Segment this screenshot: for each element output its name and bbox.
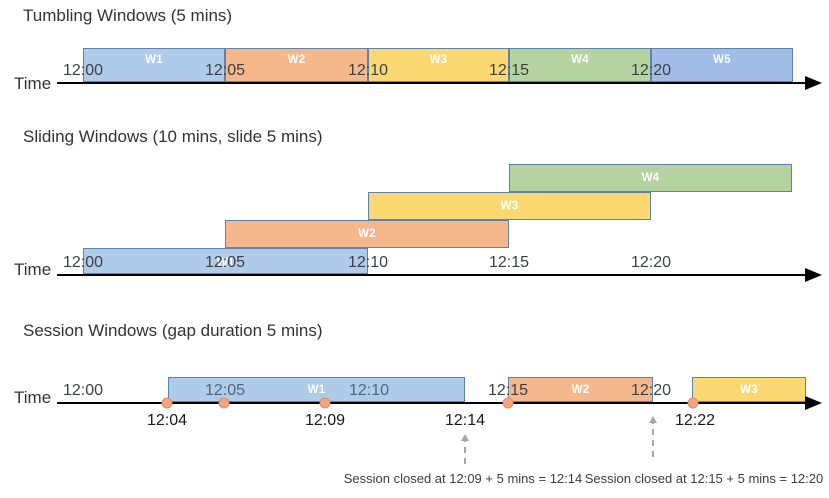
- window-w1-tumbling: W1: [83, 48, 225, 82]
- axis-tick-label: 12:20: [630, 254, 672, 271]
- axis-tick-label: 12:10: [347, 62, 389, 79]
- axis-tick-label: 12:10: [348, 382, 390, 399]
- axis-tick-label: 12:05: [204, 62, 246, 79]
- axis-tick-label: 12:15: [487, 382, 529, 399]
- window-w3-sliding: W3: [368, 192, 651, 220]
- event-dot: [218, 397, 230, 409]
- axis-tick-label: 12:00: [62, 62, 104, 79]
- window-label: W2: [287, 54, 306, 66]
- window-w3-tumbling: W3: [368, 48, 509, 82]
- section-title-tumbling: Tumbling Windows (5 mins): [23, 6, 233, 25]
- session-close-note: Session closed at 12:09 + 5 mins = 12:14: [343, 471, 583, 486]
- event-dot: [319, 397, 331, 409]
- axis-tick-label: 12:20: [630, 382, 672, 399]
- event-dot: [687, 397, 699, 409]
- window-label: W3: [429, 54, 448, 66]
- section-title-sliding: Sliding Windows (10 mins, slide 5 mins): [23, 127, 323, 146]
- window-label: W3: [740, 383, 758, 396]
- time-axis-label-session: Time: [14, 388, 52, 407]
- window-label: W1: [216, 257, 235, 269]
- axis-tick-label: 12:15: [488, 62, 530, 79]
- time-axis-line-tumbling: [57, 82, 806, 84]
- window-w4-sliding: W4: [509, 164, 792, 192]
- axis-tick-label: 12:20: [630, 62, 672, 79]
- axis-tick-label: 12:00: [62, 382, 104, 399]
- event-dot: [502, 397, 514, 409]
- time-axis-arrowhead-sliding: [805, 268, 822, 282]
- window-label: W1: [307, 383, 326, 396]
- window-label: W2: [571, 383, 590, 396]
- axis-tick-label: 12:00: [62, 254, 104, 271]
- window-label: W1: [145, 54, 163, 66]
- window-w2-session: W2: [508, 377, 653, 402]
- window-w4-tumbling: W4: [509, 48, 651, 82]
- annotation-arrow: [461, 434, 469, 465]
- event-time-label: 12:22: [674, 412, 716, 429]
- axis-tick-label: 12:05: [204, 254, 246, 271]
- window-label: W2: [358, 228, 376, 240]
- time-axis-label-sliding: Time: [14, 260, 52, 279]
- window-label: W4: [641, 172, 660, 184]
- window-w1-session: W1: [168, 377, 465, 402]
- axis-tick-label: 12:05: [204, 382, 246, 399]
- event-time-label: 12:09: [304, 412, 346, 429]
- axis-tick-label: 12:15: [488, 254, 530, 271]
- window-w1-sliding: W1: [83, 248, 368, 274]
- time-axis-arrowhead-tumbling: [805, 76, 822, 90]
- time-axis-line-session: [57, 402, 806, 404]
- event-dot: [161, 397, 173, 409]
- session-close-note: Session closed at 12:15 + 5 mins = 12:20: [584, 471, 824, 486]
- window-w2-sliding: W2: [225, 220, 509, 248]
- time-axis-arrowhead-session: [805, 396, 822, 410]
- window-label: W5: [713, 54, 731, 66]
- time-axis-line-sliding: [57, 274, 806, 276]
- time-axis-label-tumbling: Time: [14, 74, 52, 93]
- annotation-arrow: [649, 416, 657, 461]
- event-time-label: 12:04: [146, 412, 188, 429]
- window-label: W4: [571, 54, 589, 66]
- event-time-label: 12:14: [444, 412, 486, 429]
- window-w5-tumbling: W5: [651, 48, 793, 82]
- window-w3-session: W3: [692, 377, 806, 402]
- axis-tick-label: 12:10: [347, 254, 389, 271]
- section-title-session: Session Windows (gap duration 5 mins): [23, 321, 323, 340]
- window-w2-tumbling: W2: [225, 48, 368, 82]
- window-label: W3: [500, 200, 519, 212]
